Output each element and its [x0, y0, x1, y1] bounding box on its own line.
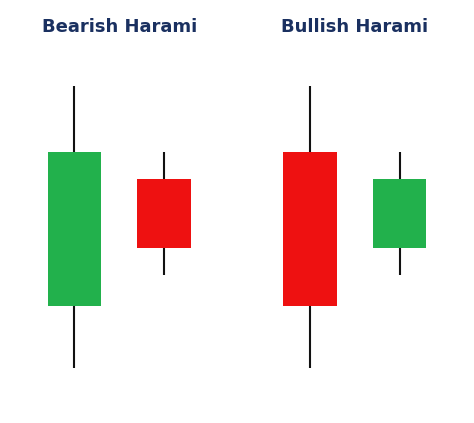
Bar: [137, 179, 191, 248]
Bar: [48, 151, 101, 306]
Bar: [283, 151, 337, 306]
Bar: [373, 179, 426, 248]
Text: Bullish Harami: Bullish Harami: [281, 17, 428, 36]
Text: Bearish Harami: Bearish Harami: [42, 17, 197, 36]
